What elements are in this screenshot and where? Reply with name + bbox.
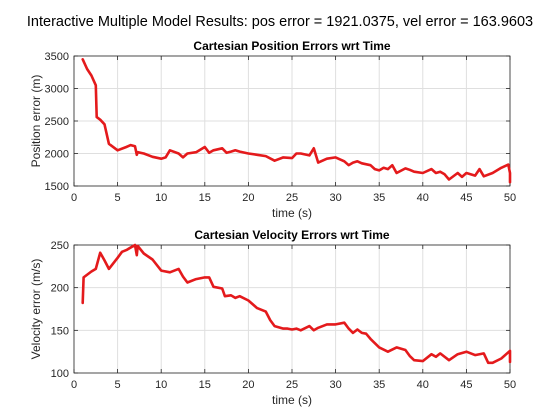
pos-x-tick-label: 20 (242, 192, 254, 204)
pos-x-tick-label: 35 (373, 192, 385, 204)
pos-y-axis-label: Position error (m) (29, 75, 43, 168)
pos-y-tick-label: 3000 (45, 84, 69, 96)
vel-x-tick-label: 30 (329, 379, 341, 391)
vel-x-tick-label: 45 (460, 379, 472, 391)
vel-y-tick-label: 100 (51, 368, 69, 380)
pos-x-tick-label: 15 (199, 192, 211, 204)
pos-y-tick-label: 3500 (45, 51, 69, 63)
vel-x-tick-label: 0 (71, 379, 77, 391)
vel-x-tick-label: 40 (417, 379, 429, 391)
pos-x-tick-label: 5 (115, 192, 121, 204)
pos-x-tick-label: 30 (329, 192, 341, 204)
vel-y-axis-label: Velocity error (m/s) (29, 259, 43, 360)
pos-y-tick-label: 2500 (45, 116, 69, 128)
pos-x-tick-label: 10 (155, 192, 167, 204)
vel-x-tick-label: 10 (155, 379, 167, 391)
vel-axes: 0 5 10 15 20 25 30 35 40 45 50 100 150 200 250 Cartesia… (29, 228, 516, 407)
vel-x-tick-label: 15 (199, 379, 211, 391)
vel-chart-title: Cartesian Velocity Errors wrt Time (194, 228, 390, 242)
figure-suptitle: Interactive Multiple Model Results: pos … (27, 14, 533, 30)
vel-x-axis-label: time (s) (272, 393, 312, 407)
pos-axes: 0 5 10 15 20 25 30 35 40 45 50 1500 2000 2500 3000 3500… (29, 39, 516, 220)
vel-y-tick-label: 250 (51, 240, 69, 252)
vel-y-tick-label: 200 (51, 283, 69, 295)
pos-chart-title: Cartesian Position Errors wrt Time (193, 39, 390, 53)
pos-x-tick-label: 40 (417, 192, 429, 204)
vel-x-tick-label: 35 (373, 379, 385, 391)
pos-x-tick-label: 0 (71, 192, 77, 204)
pos-series-line (81, 57, 512, 184)
vel-x-tick-label: 5 (115, 379, 121, 391)
pos-x-tick-label: 25 (286, 192, 298, 204)
pos-x-tick-label: 50 (504, 192, 516, 204)
vel-x-tick-label: 50 (504, 379, 516, 391)
pos-y-tick-label: 2000 (45, 149, 69, 161)
vel-series-line (81, 243, 512, 365)
vel-y-tick-label: 150 (51, 325, 69, 337)
pos-x-axis-label: time (s) (272, 206, 312, 220)
pos-x-tick-label: 45 (460, 192, 472, 204)
vel-x-tick-label: 20 (242, 379, 254, 391)
pos-y-tick-label: 1500 (45, 181, 69, 193)
vel-x-tick-label: 25 (286, 379, 298, 391)
